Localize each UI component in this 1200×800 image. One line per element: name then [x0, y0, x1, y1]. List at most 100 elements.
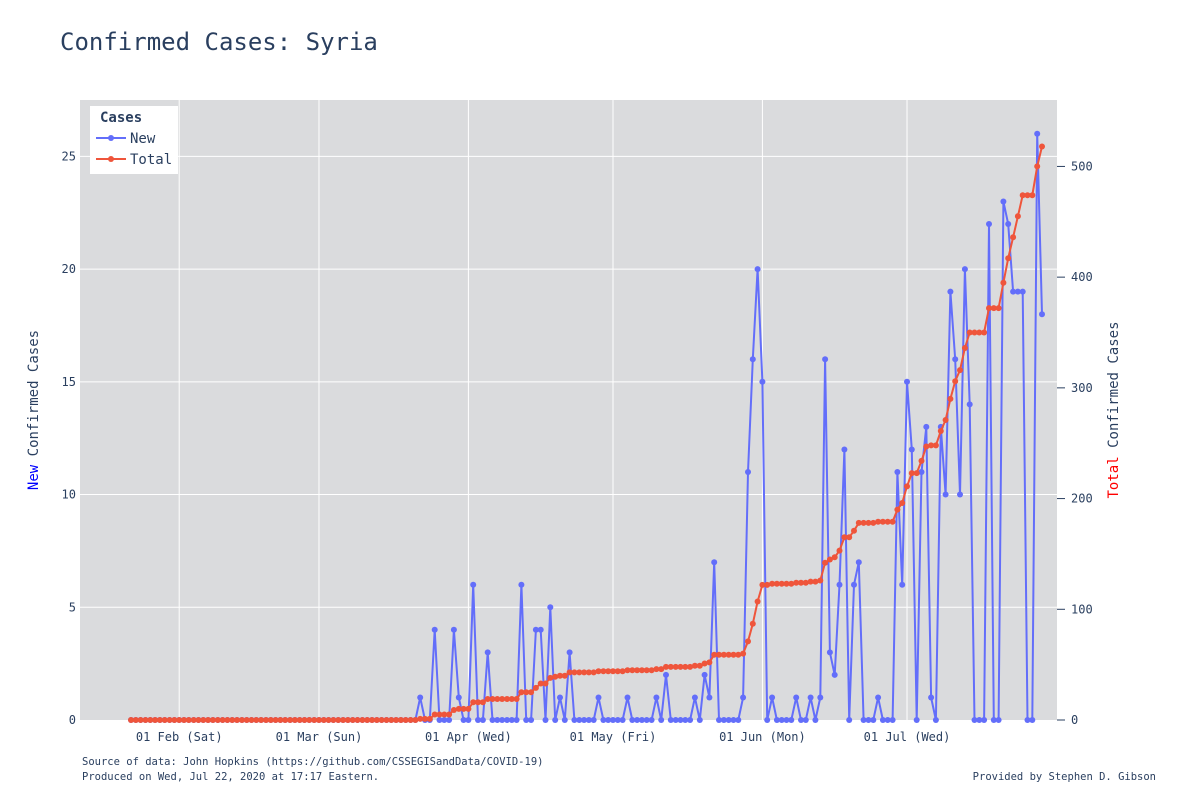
data-point-total	[287, 717, 294, 723]
data-point-new	[648, 717, 655, 723]
data-point-total	[846, 534, 853, 541]
data-point-new	[585, 717, 592, 723]
data-point-new	[884, 717, 891, 723]
data-point-new	[981, 717, 988, 723]
data-point-total	[214, 717, 221, 723]
data-point-total	[1034, 163, 1041, 170]
data-point-new	[484, 649, 491, 656]
data-point-new	[764, 717, 771, 723]
data-point-total	[682, 663, 689, 670]
y-left-tick-label: 5	[69, 600, 76, 614]
data-point-new	[638, 717, 645, 723]
data-point-total	[181, 717, 187, 723]
data-point-total	[759, 581, 766, 588]
data-point-total	[219, 717, 226, 723]
data-point-total	[200, 717, 207, 723]
data-point-new	[706, 694, 713, 701]
data-point-total	[976, 329, 983, 336]
data-point-total	[634, 667, 641, 674]
data-point-new	[1039, 311, 1045, 318]
x-tick-label: 01 Apr (Wed)	[425, 730, 512, 744]
data-point-new	[749, 356, 756, 363]
data-point-total	[667, 663, 674, 670]
data-point-total	[195, 717, 202, 723]
data-point-total	[614, 668, 621, 675]
data-point-new	[807, 694, 814, 701]
data-point-new	[687, 717, 694, 723]
data-point-new	[875, 694, 882, 701]
data-point-new	[571, 717, 578, 723]
data-point-new	[730, 717, 737, 723]
data-point-new	[1000, 198, 1007, 205]
data-point-total	[904, 483, 910, 490]
x-tick-label: 01 Jun (Mon)	[719, 730, 806, 744]
data-point-total	[190, 717, 197, 723]
data-point-total	[272, 717, 279, 723]
data-point-total	[908, 470, 915, 477]
data-point-new	[841, 446, 848, 453]
y-left-tick-label: 10	[62, 488, 76, 502]
data-point-total	[258, 717, 265, 723]
data-point-total	[1039, 143, 1045, 150]
data-point-total	[561, 672, 568, 679]
data-point-total	[542, 680, 549, 687]
data-point-total	[860, 519, 867, 526]
data-point-total	[397, 717, 404, 723]
data-point-total	[783, 580, 790, 587]
data-point-total	[152, 717, 159, 723]
provided-note: Provided by Stephen D. Gibson	[972, 771, 1156, 783]
data-point-new	[489, 717, 496, 723]
data-point-total	[822, 559, 829, 566]
data-point-total	[176, 717, 183, 723]
data-point-total	[263, 717, 269, 723]
data-point-new	[465, 717, 472, 723]
data-point-total	[894, 506, 901, 513]
legend-box	[90, 106, 178, 174]
data-point-total	[378, 717, 385, 723]
data-point-new	[1014, 288, 1021, 295]
data-point-total	[691, 662, 698, 669]
data-point-total	[773, 580, 780, 587]
data-point-new	[754, 266, 761, 273]
data-point-total	[942, 417, 949, 423]
data-point-total	[735, 651, 742, 658]
data-point-new	[436, 717, 443, 723]
data-point-total	[581, 669, 588, 676]
data-point-new	[831, 671, 838, 678]
data-point-new	[552, 717, 559, 723]
data-point-new	[894, 469, 901, 475]
data-point-new	[1005, 221, 1012, 227]
data-point-new	[499, 717, 506, 723]
data-point-total	[552, 673, 559, 680]
data-point-new	[870, 717, 877, 723]
data-point-total	[807, 578, 814, 585]
data-point-new	[913, 717, 920, 723]
data-point-total	[966, 329, 973, 336]
data-point-total	[740, 650, 747, 657]
data-point-total	[484, 696, 491, 702]
data-point-total	[537, 680, 544, 687]
data-point-new	[836, 581, 843, 588]
data-point-total	[243, 717, 250, 723]
data-point-new	[759, 378, 766, 385]
data-point-total	[725, 651, 732, 658]
y-right-tick-label: 200	[1071, 492, 1093, 506]
data-point-new	[865, 717, 872, 723]
data-point-total	[436, 711, 443, 718]
data-point-new	[976, 717, 983, 723]
data-point-total	[802, 579, 809, 586]
data-point-total	[600, 668, 607, 675]
data-point-total	[937, 428, 944, 434]
data-point-new	[470, 581, 477, 588]
data-point-total	[619, 668, 626, 675]
data-point-total	[306, 717, 313, 723]
legend-swatch-marker	[108, 156, 114, 162]
data-point-total	[971, 329, 978, 336]
data-point-total	[354, 717, 361, 723]
data-point-new	[711, 559, 718, 566]
data-point-new	[523, 717, 530, 723]
data-point-new	[441, 717, 448, 723]
data-point-new	[634, 717, 641, 723]
data-point-total	[870, 519, 877, 526]
data-point-total	[364, 717, 371, 723]
